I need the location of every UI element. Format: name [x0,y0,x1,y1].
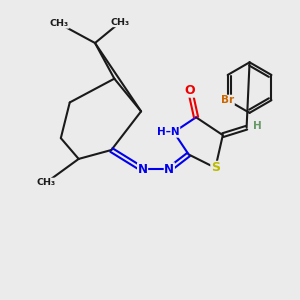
Text: O: O [185,84,195,97]
Text: CH₃: CH₃ [36,178,56,187]
Text: CH₃: CH₃ [50,19,69,28]
Text: H: H [253,121,261,131]
Text: N: N [138,163,148,176]
Text: H–N: H–N [157,127,180,137]
Text: Br: Br [221,95,234,105]
Text: N: N [164,163,174,176]
Text: S: S [211,161,220,174]
Text: CH₃: CH₃ [111,18,130,27]
